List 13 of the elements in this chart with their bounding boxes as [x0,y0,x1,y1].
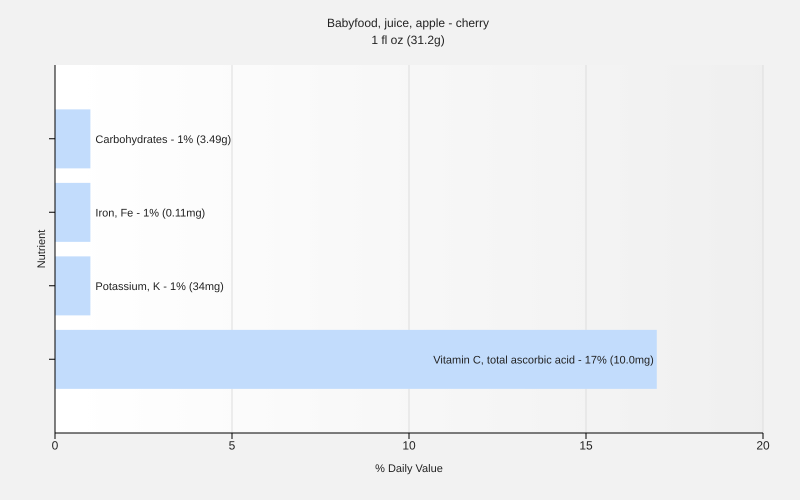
category-label: Vitamin C, total ascorbic acid - 17% (10.0mg) [433,354,654,366]
y-axis-title: Nutrient [36,230,48,268]
x-tick-label: 10 [402,438,416,453]
chart-subtitle: 1 fl oz (31.2g) [371,33,445,47]
category-label: Carbohydrates - 1% (3.49g) [95,134,232,146]
x-axis-title: % Daily Value [375,463,443,475]
x-tick-label: 0 [52,438,59,453]
x-tick-label: 20 [756,438,770,453]
chart-title: Babyfood, juice, apple - cherry [326,16,490,30]
x-tick-label: 5 [228,438,236,453]
category-label: Potassium, K - 1% (34mg) [95,280,224,293]
x-tick-label: 15 [579,438,593,453]
category-label: Iron, Fe - 1% (0.11mg) [95,207,206,220]
